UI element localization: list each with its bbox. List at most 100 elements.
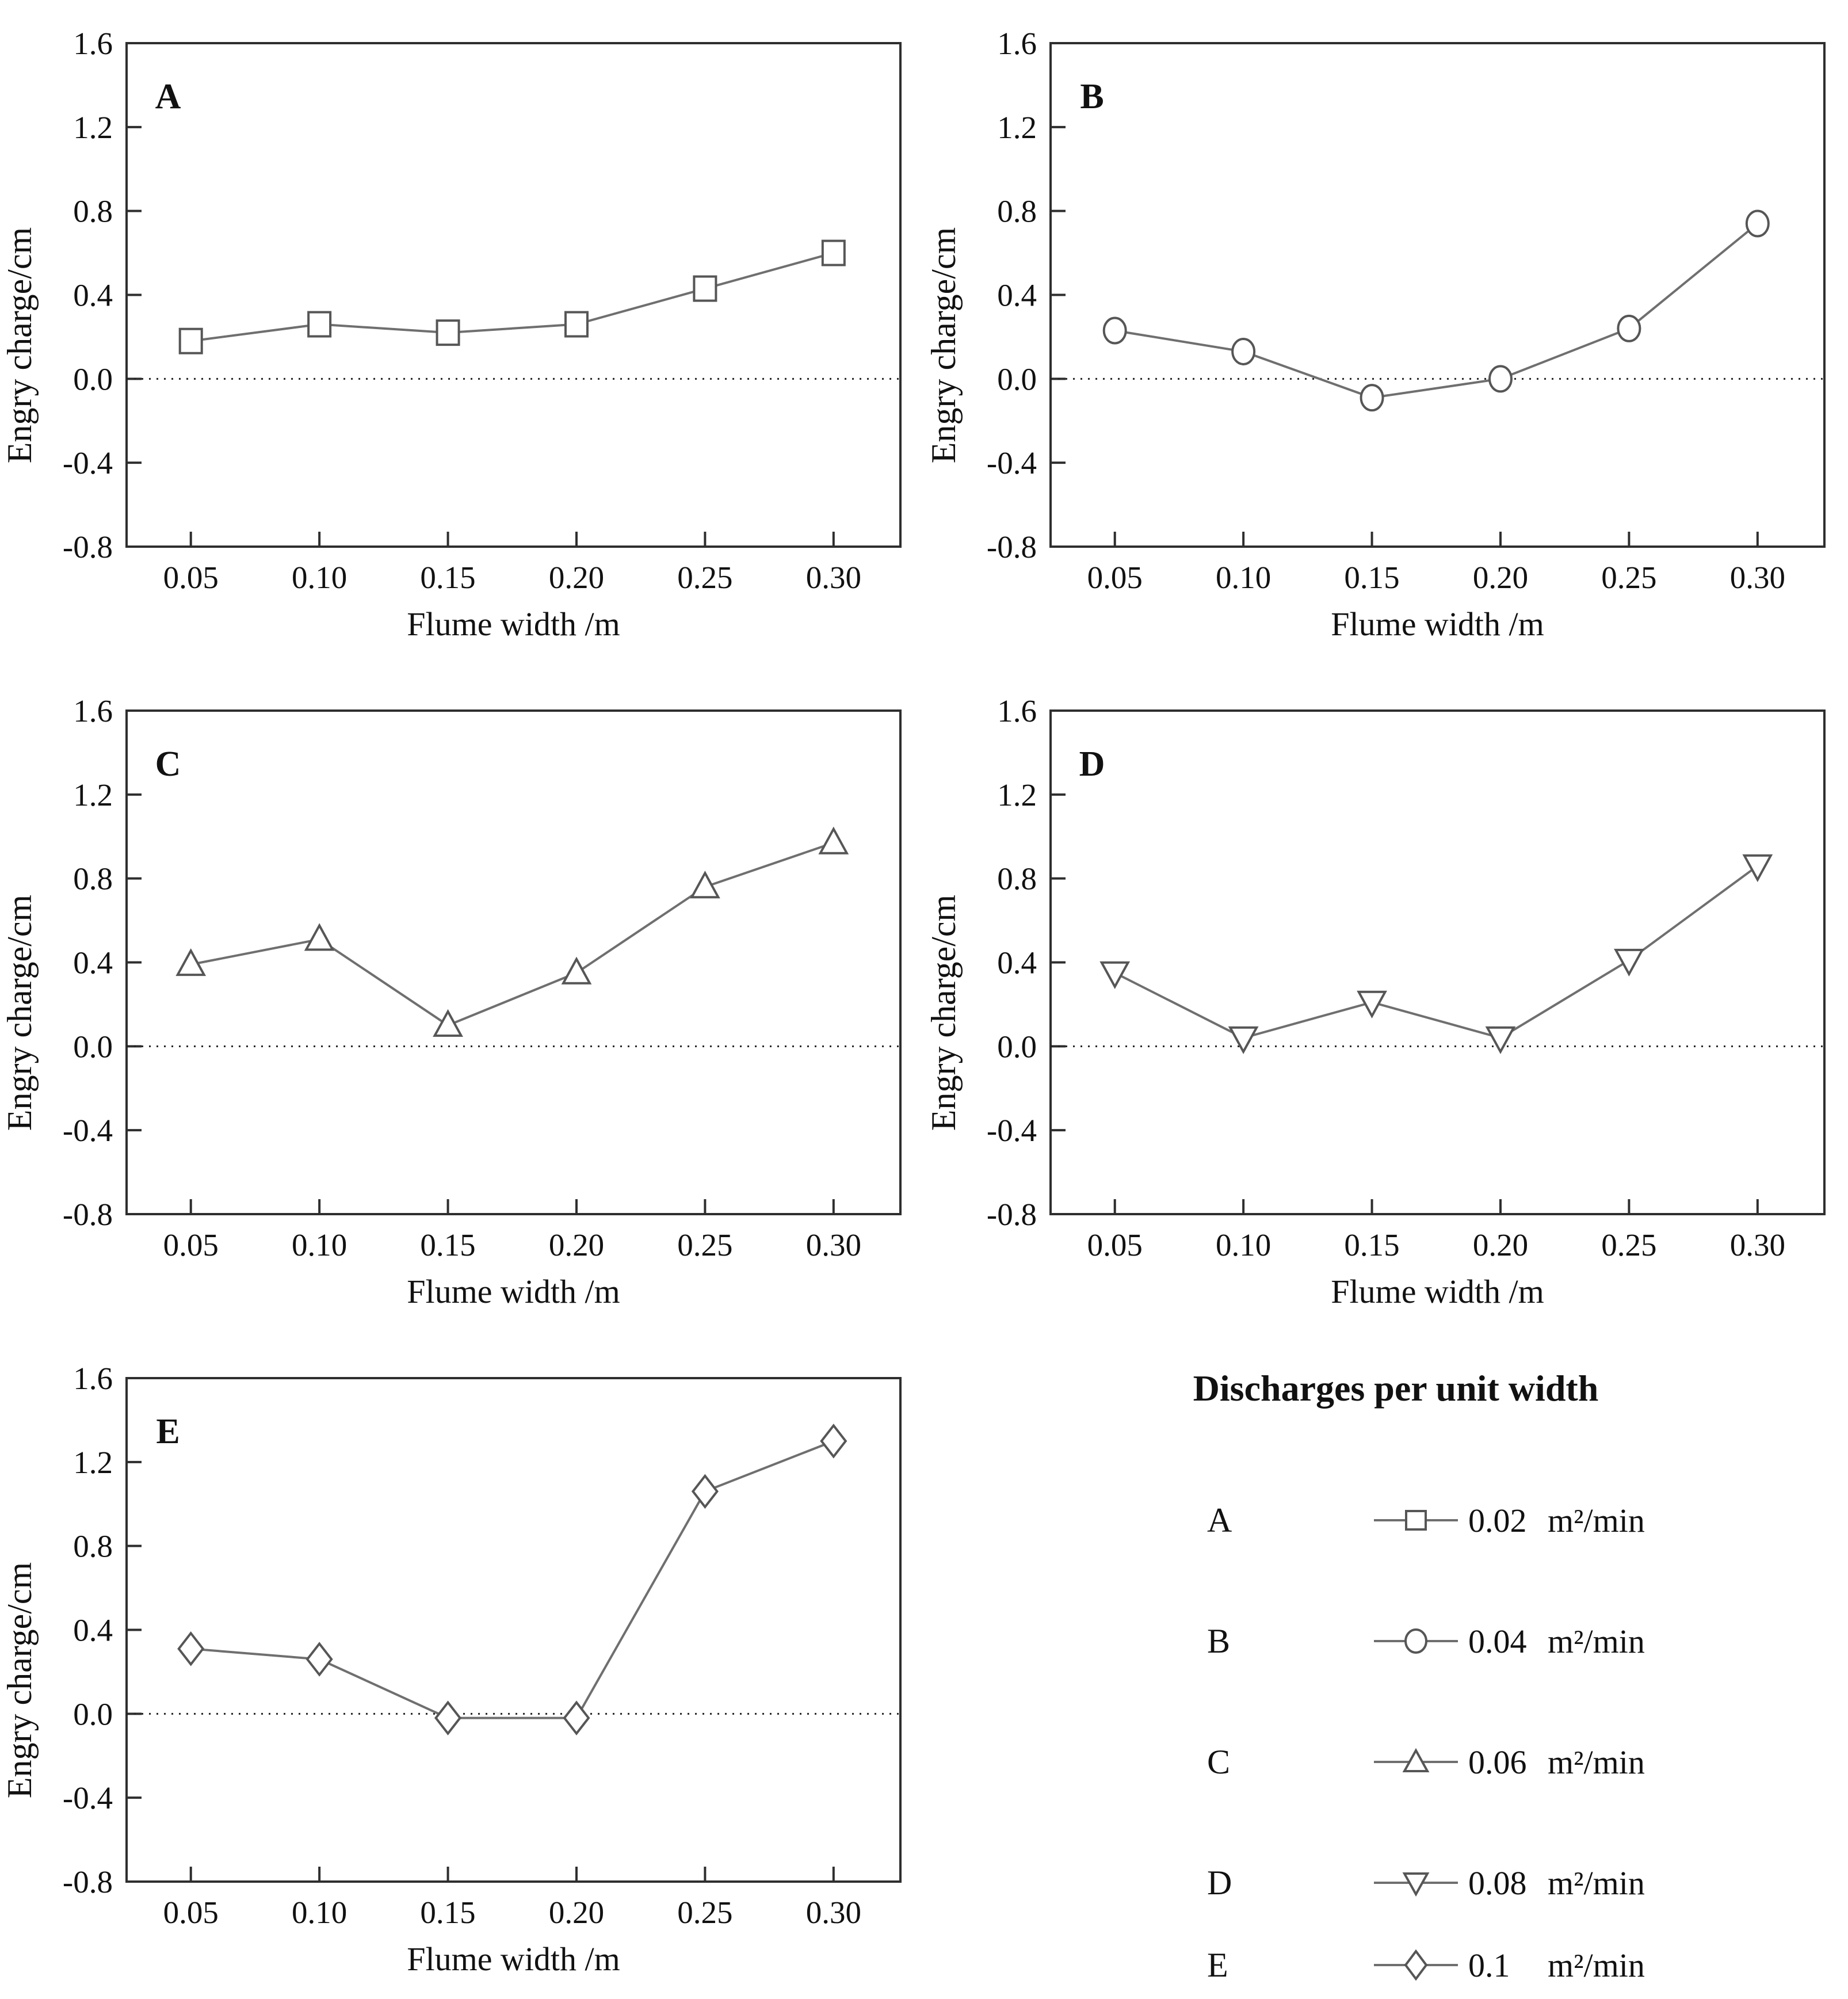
- chart-D-figure: -0.8 -0.4 0.0 0.4 0.8 1.2 1.6 0.05 0.10 0.15 0.20 0…: [925, 693, 1826, 1310]
- x-tick-label: 0.10: [292, 560, 347, 595]
- panel-letter: A: [155, 77, 181, 116]
- plot-border: [125, 42, 902, 548]
- y-axis-title: Engry charge/cm: [925, 227, 963, 463]
- legend-item-letter: A: [1207, 1501, 1232, 1539]
- legend-item-unit: m²/min: [1548, 1946, 1645, 1984]
- y-tick-label: 1.6: [997, 26, 1037, 61]
- square-marker: [307, 311, 332, 338]
- diamond-marker: [306, 1642, 333, 1677]
- triangle-up-marker: [433, 1009, 463, 1037]
- y-tick-label: 0.8: [73, 194, 113, 229]
- y-tick-label: 0.0: [73, 1029, 113, 1064]
- legend-item-unit: m²/min: [1548, 1864, 1645, 1902]
- x-tick-label: 0.20: [1473, 560, 1528, 595]
- triangle-down-marker: [1357, 990, 1387, 1018]
- series-line: [1114, 222, 1759, 399]
- x-axis-title: Flume width /m: [407, 1273, 620, 1310]
- y-tick-label: 1.6: [73, 26, 113, 61]
- legend-item-c: C 0.06 m²/min: [1207, 1736, 1645, 1788]
- plot-border: [1049, 42, 1826, 548]
- diamond-marker-icon: [1374, 1949, 1458, 1981]
- legend-title: Discharges per unit width: [1193, 1368, 1599, 1409]
- legend-item-e: E 0.1 m²/min: [1207, 1939, 1645, 1991]
- square-marker: [821, 239, 846, 266]
- triangle-up-marker: [304, 923, 335, 951]
- x-axis-title: Flume width /m: [1331, 605, 1544, 643]
- panel-letter: C: [155, 745, 181, 784]
- y-tick-label: -0.8: [63, 1864, 113, 1899]
- y-tick-label: -0.8: [987, 529, 1037, 564]
- circle-marker: [1360, 384, 1384, 412]
- legend-item-letter: D: [1207, 1863, 1232, 1902]
- series-line: [190, 1440, 834, 1719]
- y-tick-label: 1.6: [997, 693, 1037, 728]
- legend-item-letter: B: [1207, 1622, 1231, 1660]
- series-line: [1114, 865, 1759, 1039]
- y-tick-label: 0.4: [997, 278, 1037, 313]
- y-tick-label: 0.0: [73, 361, 113, 396]
- y-tick-label: -0.4: [63, 1780, 113, 1815]
- y-tick-label: 1.6: [73, 693, 113, 728]
- triangle-up-marker: [561, 956, 592, 985]
- x-tick-label: 0.10: [292, 1895, 347, 1930]
- x-tick-label: 0.05: [1087, 560, 1143, 595]
- x-tick-label: 0.25: [1601, 560, 1656, 595]
- x-tick-label: 0.05: [163, 560, 219, 595]
- y-tick-label: 0.4: [73, 945, 113, 981]
- panel-letter: D: [1079, 745, 1105, 784]
- legend-item-a: A 0.02 m²/min: [1207, 1494, 1645, 1546]
- x-tick-label: 0.25: [677, 1895, 732, 1930]
- legend-item-value: 0.08: [1468, 1864, 1527, 1902]
- triangle-down-marker: [1485, 1026, 1516, 1054]
- triangle-down-marker: [1614, 948, 1644, 977]
- y-tick-label: -0.8: [63, 529, 113, 564]
- x-tick-label: 0.05: [1087, 1227, 1143, 1262]
- y-axis-title: Engry charge/cm: [1, 227, 39, 463]
- series-line: [190, 841, 834, 1027]
- legend-item-value: 0.02: [1468, 1501, 1527, 1539]
- x-tick-label: 0.25: [677, 1227, 732, 1262]
- y-tick-label: 0.0: [997, 1029, 1037, 1064]
- legend-item-value: 0.06: [1468, 1743, 1527, 1781]
- y-tick-label: 1.2: [73, 1445, 113, 1480]
- circle-marker: [1231, 337, 1256, 365]
- circle-marker: [1617, 314, 1641, 342]
- triangle-up-marker: [175, 948, 207, 976]
- y-tick-label: -0.8: [63, 1197, 113, 1232]
- x-tick-label: 0.15: [1344, 560, 1399, 595]
- y-tick-label: -0.4: [63, 445, 113, 480]
- plot-border: [125, 709, 902, 1215]
- chart-C-figure: -0.8 -0.4 0.0 0.4 0.8 1.2 1.6 0.05 0.10 0.15 0.20 0…: [1, 693, 902, 1310]
- y-tick-label: 0.0: [997, 361, 1037, 396]
- chart-panel-d: -0.8 -0.4 0.0 0.4 0.8 1.2 1.6 0.05 0.10 0.15 0.20 0…: [924, 667, 1848, 1335]
- x-tick-label: 0.30: [1730, 1227, 1785, 1262]
- legend-item-b: B 0.04 m²/min: [1207, 1615, 1645, 1667]
- x-tick-label: 0.20: [1473, 1227, 1528, 1262]
- x-tick-label: 0.30: [1730, 560, 1785, 595]
- square-marker: [178, 327, 203, 354]
- legend-item-unit: m²/min: [1548, 1743, 1645, 1781]
- y-tick-label: 1.2: [997, 110, 1037, 145]
- y-tick-label: -0.4: [987, 1113, 1037, 1148]
- legend-item-letter: C: [1207, 1742, 1231, 1781]
- y-tick-label: 0.8: [73, 861, 113, 897]
- x-tick-label: 0.10: [1216, 1227, 1271, 1262]
- square-marker-icon: [1374, 1510, 1458, 1531]
- x-tick-label: 0.15: [420, 1227, 475, 1262]
- y-axis-title: Engry charge/cm: [925, 895, 963, 1131]
- chart-panel-a: -0.8 -0.4 0.0 0.4 0.8 1.2 1.6 0.05 0.10 0.15 0.20 0…: [0, 0, 924, 667]
- chart-E-figure: -0.8 -0.4 0.0 0.4 0.8 1.2 1.6 0.05 0.10 0.15 0.20 0…: [1, 1361, 902, 1978]
- panel-letter: E: [156, 1412, 180, 1451]
- chart-B-figure: -0.8 -0.4 0.0 0.4 0.8 1.2 1.6 0.05 0.10 0.15 0.20 0…: [925, 26, 1826, 643]
- y-tick-label: -0.8: [987, 1197, 1037, 1232]
- triangle-up-marker-icon: [1374, 1748, 1458, 1772]
- x-tick-label: 0.30: [806, 1227, 861, 1262]
- x-axis-title: Flume width /m: [407, 1940, 620, 1978]
- legend-item-unit: m²/min: [1548, 1501, 1645, 1539]
- x-tick-label: 0.20: [549, 560, 604, 595]
- chart-panel-b: -0.8 -0.4 0.0 0.4 0.8 1.2 1.6 0.05 0.10 0.15 0.20 0…: [924, 0, 1848, 667]
- diamond-marker: [434, 1700, 462, 1735]
- y-tick-label: -0.4: [63, 1113, 113, 1148]
- y-tick-label: 1.6: [73, 1361, 113, 1396]
